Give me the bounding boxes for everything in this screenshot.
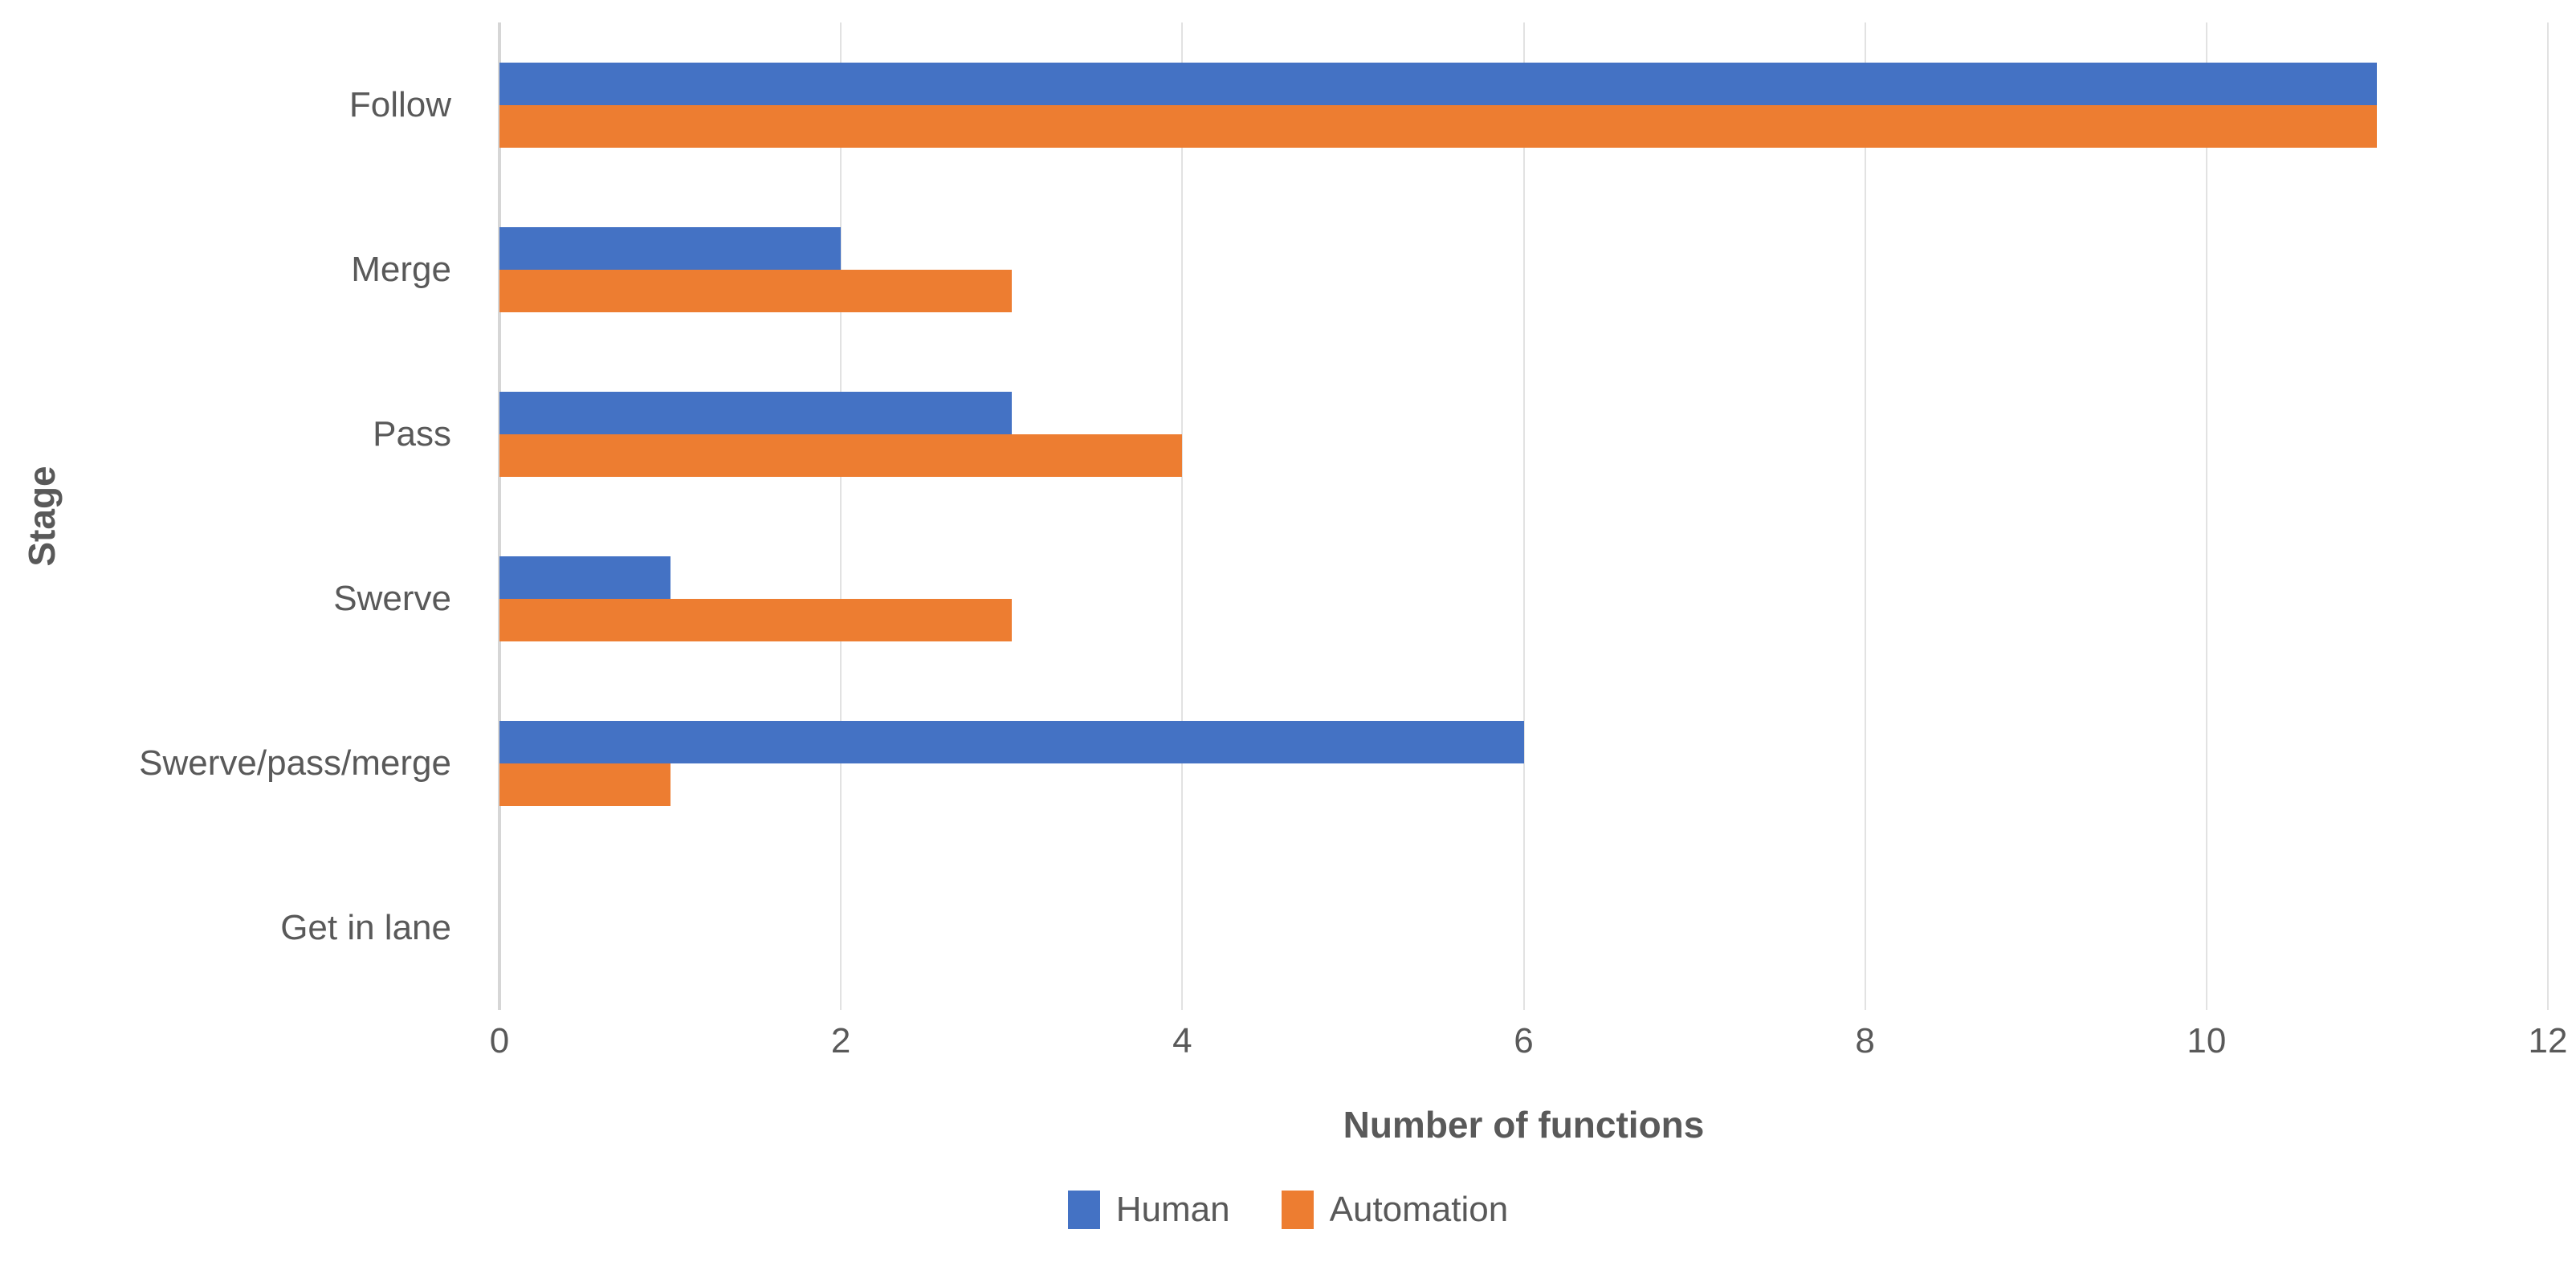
category-label: Get in lane bbox=[280, 907, 451, 947]
vertical-gridline bbox=[1181, 22, 1184, 1010]
vertical-gridline bbox=[840, 22, 842, 1010]
category-row bbox=[499, 22, 2548, 187]
category-label: Merge bbox=[351, 249, 451, 289]
vertical-gridline bbox=[1864, 22, 1866, 1010]
x-tick-label: 2 bbox=[830, 1021, 851, 1060]
bar-automation bbox=[499, 269, 1012, 312]
x-axis-tick-labels: 0 2 4 6 8 10 12 bbox=[490, 1021, 2568, 1066]
category-row bbox=[499, 845, 2548, 1010]
bar-human bbox=[499, 62, 2378, 105]
x-tick-label: 8 bbox=[1855, 1021, 1875, 1060]
category-row bbox=[499, 516, 2548, 681]
vertical-gridline bbox=[2547, 22, 2549, 1010]
bar-automation bbox=[499, 104, 2378, 148]
legend-item-human: Human bbox=[1067, 1190, 1230, 1230]
x-tick-label: 0 bbox=[489, 1021, 510, 1060]
bar-human bbox=[499, 226, 842, 270]
x-tick-label: 12 bbox=[2528, 1021, 2568, 1060]
x-tick-label: 6 bbox=[1514, 1021, 1534, 1060]
x-tick-label: 10 bbox=[2187, 1021, 2227, 1060]
category-row bbox=[499, 187, 2548, 352]
plot-area bbox=[498, 22, 2549, 1010]
chart-legend: Human Automation bbox=[0, 1190, 2576, 1230]
category-label: Swerve bbox=[333, 578, 451, 618]
x-axis-title: Number of functions bbox=[1343, 1104, 1705, 1146]
category-row bbox=[499, 681, 2548, 845]
bar-human bbox=[499, 720, 1524, 763]
bar-human bbox=[499, 391, 1012, 434]
legend-item-automation: Automation bbox=[1281, 1190, 1509, 1230]
vertical-gridline bbox=[1522, 22, 1525, 1010]
vertical-gridline bbox=[2205, 22, 2207, 1010]
legend-swatch-icon bbox=[1067, 1191, 1100, 1229]
bar-automation bbox=[499, 763, 670, 806]
x-tick-label: 4 bbox=[1172, 1021, 1192, 1060]
bar-automation bbox=[499, 434, 1183, 477]
legend-label: Automation bbox=[1329, 1190, 1509, 1229]
category-label: Follow bbox=[348, 84, 451, 124]
axis-zero-line bbox=[498, 22, 501, 1010]
legend-label: Human bbox=[1115, 1190, 1230, 1229]
bar-automation bbox=[499, 598, 1012, 641]
category-axis-labels: Follow Merge Pass Swerve Swerve/pass/merge Ge… bbox=[0, 22, 472, 1010]
category-row bbox=[499, 352, 2548, 516]
legend-swatch-icon bbox=[1281, 1191, 1314, 1229]
category-label: Pass bbox=[373, 413, 451, 454]
bar-human bbox=[499, 556, 670, 599]
category-label: Swerve/pass/merge bbox=[139, 743, 451, 783]
